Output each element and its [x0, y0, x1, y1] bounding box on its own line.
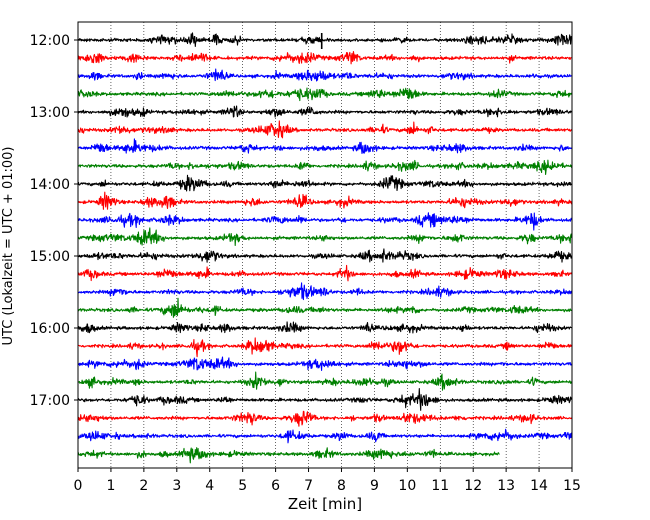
seismic-trace: [77, 68, 573, 82]
seismic-trace: [77, 120, 573, 139]
x-tick-label: 7: [304, 478, 313, 494]
seismic-trace: [77, 174, 573, 192]
seismic-trace: [77, 297, 573, 318]
seismic-trace: [77, 321, 573, 334]
x-tick-label: 8: [337, 478, 346, 494]
seismic-trace: [77, 371, 573, 391]
y-tick-label: 13:00: [30, 105, 70, 121]
x-tick-label: 3: [172, 478, 181, 494]
x-tick-label: 11: [431, 478, 449, 494]
seismic-trace: [77, 212, 573, 231]
grid-lines: [110, 22, 540, 468]
plot-frame: [77, 21, 573, 469]
seismic-trace: [77, 159, 573, 176]
x-tick-label: 15: [563, 478, 581, 494]
x-tick-label: 5: [238, 478, 247, 494]
seismic-traces: [77, 32, 573, 464]
x-tick-label: 10: [398, 478, 416, 494]
seismic-trace: [77, 282, 573, 301]
seismic-trace: [77, 337, 573, 358]
seismic-trace: [77, 388, 573, 411]
seismic-trace: [77, 447, 500, 464]
x-axis-label: Zeit [min]: [288, 495, 362, 513]
seismic-trace: [77, 191, 573, 210]
y-tick-label: 17:00: [30, 393, 70, 409]
seismic-trace: [77, 264, 573, 282]
y-axis-label: UTC (Lokalzeit = UTC + 01:00): [1, 147, 16, 346]
seismic-trace: [77, 428, 573, 444]
seismic-trace: [77, 227, 573, 247]
seismic-trace: [77, 138, 573, 154]
x-tick-label: 6: [271, 478, 280, 494]
x-tick-label: 2: [139, 478, 148, 494]
y-tick-label: 12:00: [30, 33, 70, 49]
y-axis-ticks: 12:00 13:00 14:00 15:00 16:00 17:00: [30, 33, 78, 409]
seismic-trace: [77, 248, 573, 263]
seismic-trace: [77, 410, 573, 427]
seismic-trace: [77, 87, 573, 102]
x-tick-label: 12: [464, 478, 482, 494]
x-tick-label: 1: [106, 478, 115, 494]
y-tick-label: 16:00: [30, 321, 70, 337]
x-tick-label: 0: [74, 478, 83, 494]
seismic-trace: [77, 51, 573, 65]
x-tick-label: 14: [530, 478, 548, 494]
seismic-trace: [77, 356, 573, 371]
x-axis-ticks: 0 1 2 3 4 5 6 7 8 9 10 11 12 13 14 15: [74, 468, 581, 494]
y-tick-label: 14:00: [30, 177, 70, 193]
x-tick-label: 4: [205, 478, 214, 494]
x-tick-label: 9: [370, 478, 379, 494]
x-tick-label: 13: [497, 478, 515, 494]
seismic-trace: [77, 32, 573, 48]
seismic-trace: [77, 105, 573, 118]
y-tick-label: 15:00: [30, 249, 70, 265]
